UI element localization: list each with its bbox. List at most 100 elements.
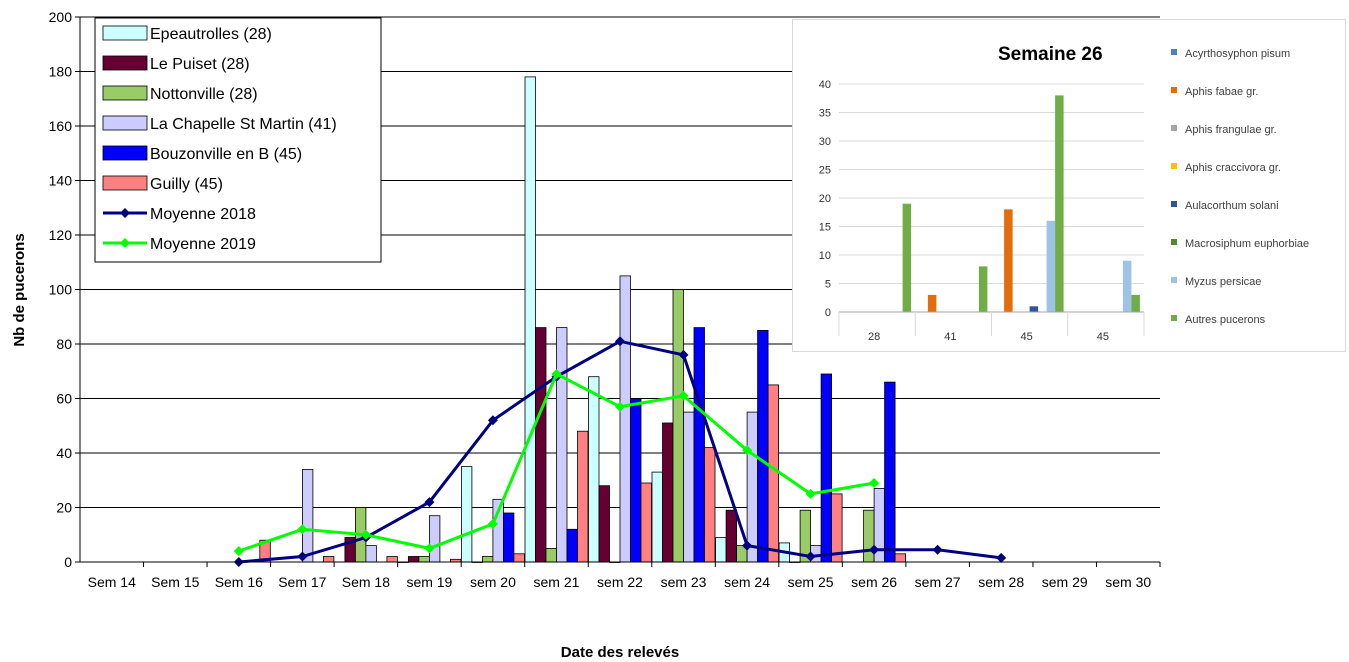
legend-box: [94, 17, 382, 263]
bar-epeautrolles-28: [460, 466, 473, 563]
inset-legend-swatch-aphis-frangulae-gr: [1171, 125, 1177, 131]
inset-axes: 0 5 10 15 20 25 30 35 40 28 41 45 45: [819, 79, 1145, 343]
bar-guilly-45: [767, 384, 779, 563]
legend-swatch-la-chapelle-st-martin-41: [102, 115, 148, 131]
point-moyenne-2018: [869, 544, 880, 555]
legend-label: Nottonville (28): [150, 86, 258, 103]
inset-y-tick-label: 15: [819, 222, 831, 234]
bar-bouzonville-en-b-45: [502, 512, 515, 563]
inset-legend-label: Aphis craccivora gr.: [1185, 162, 1281, 174]
x-tick-label: sem 25: [788, 574, 834, 590]
x-tick-label: Sem 17: [278, 574, 326, 590]
point-moyenne-2019: [424, 543, 435, 554]
bar-le-puiset-28: [662, 422, 674, 563]
bar-nottonville-28: [672, 289, 684, 563]
y-tick-label: 80: [56, 336, 72, 352]
inset-bar-autres-pucerons: [1055, 95, 1064, 313]
inset-legend-swatch-autres-pucerons: [1171, 315, 1177, 321]
bar-guilly-45: [322, 556, 335, 563]
bar-guilly-45: [894, 553, 906, 563]
inset-bar-myzus-persicae: [1046, 220, 1056, 312]
y-tick-label: 120: [49, 227, 73, 243]
x-tick-label: sem 23: [661, 574, 707, 590]
bar-la-chapelle-st-martin-41: [683, 411, 695, 563]
x-tick-label: sem 30: [1105, 574, 1151, 590]
inset-x-tick-label: 28: [868, 331, 880, 343]
bar-nottonville-28: [481, 556, 494, 563]
y-tick-label: 0: [64, 554, 72, 570]
inset-legend: Acyrthosyphon pisum Aphis fabae gr. Aphis …: [1171, 48, 1309, 326]
legend-label: Le Puiset (28): [150, 56, 250, 73]
inset-bar-aphis-fabae-gr: [1004, 209, 1013, 312]
inset-y-tick-label: 30: [819, 136, 831, 148]
x-tick-label: sem 21: [534, 574, 580, 590]
point-moyenne-2018: [678, 349, 689, 360]
inset-frame: [792, 19, 1346, 352]
legend-marker-moyenne-2019: [120, 238, 130, 248]
inset-bar-myzus-persicae: [1122, 260, 1132, 312]
y-tick-label: 100: [49, 282, 73, 298]
y-tick-label: 200: [49, 9, 73, 25]
point-moyenne-2019: [615, 401, 625, 412]
legend-label: Epeautrolles (28): [150, 26, 272, 43]
bar-guilly-45: [704, 447, 716, 563]
legend-swatch-nottonville-28: [102, 85, 148, 101]
y-tick-label: 160: [49, 118, 73, 134]
inset-legend-swatch-aphis-fabae-gr: [1171, 87, 1177, 93]
inset-legend-swatch-macrosiphum-euphorbiae: [1171, 239, 1177, 245]
point-moyenne-2019: [869, 478, 880, 488]
inset-x-tick-label: 45: [1021, 331, 1033, 343]
inset-y-tick-label: 20: [819, 193, 831, 205]
x-tick-label: Sem 16: [215, 574, 263, 590]
point-moyenne-2018: [424, 497, 435, 508]
point-moyenne-2018: [932, 544, 943, 555]
inset-y-tick-label: 0: [825, 307, 831, 319]
inset-legend-swatch-aulacorthum-solani: [1171, 201, 1177, 207]
inset-legend-swatch-acyrthosyphon-pisum: [1171, 49, 1177, 55]
main-lines: [233, 336, 1007, 567]
bar-le-puiset-28: [725, 509, 737, 563]
bar-le-puiset-28: [407, 556, 420, 563]
x-tick-label: sem 19: [406, 574, 452, 590]
bar-nottonville-28: [418, 556, 430, 563]
point-moyenne-2019: [360, 529, 371, 540]
inset-bar-autres-pucerons: [978, 266, 988, 312]
bar-epeautrolles-28: [524, 76, 536, 563]
legend-label: Guilly (45): [150, 176, 223, 193]
inset-legend-label: Aphis frangulae gr.: [1185, 124, 1277, 136]
point-moyenne-2018: [996, 552, 1007, 563]
bar-guilly-45: [831, 493, 843, 563]
bar-la-chapelle-st-martin-41: [428, 515, 441, 563]
inset-legend-label: Aulacorthum solani: [1185, 200, 1279, 212]
legend-label: La Chapelle St Martin (41): [150, 116, 337, 133]
y-tick-label: 40: [56, 445, 72, 461]
inset-x-tick-label: 45: [1097, 331, 1109, 343]
legend-label: Moyenne 2018: [150, 206, 256, 223]
bar-le-puiset-28: [598, 485, 610, 563]
main-bars: [259, 76, 906, 563]
bar-epeautrolles-28: [588, 376, 600, 563]
inset-y-tick-label: 35: [819, 108, 831, 120]
inset-legend-swatch-aphis-craccivora-gr: [1171, 163, 1177, 169]
bar-bouzonville-en-b-45: [566, 528, 578, 563]
legend-label: Bouzonville en B (45): [150, 146, 302, 163]
x-tick-label: Sem 15: [151, 574, 199, 590]
point-moyenne-2019: [805, 488, 816, 499]
bar-nottonville-28: [863, 509, 875, 563]
x-tick-label: Sem 14: [88, 574, 136, 590]
bar-la-chapelle-st-martin-41: [301, 468, 314, 563]
bar-guilly-45: [577, 430, 589, 563]
point-moyenne-2018: [615, 336, 625, 347]
point-moyenne-2018: [805, 551, 816, 562]
x-tick-label: sem 28: [978, 574, 1024, 590]
inset-legend-label: Macrosiphum euphorbiae: [1185, 238, 1309, 250]
inset-x-tick-label: 41: [944, 331, 956, 343]
point-moyenne-2018: [742, 540, 753, 551]
bar-la-chapelle-st-martin-41: [746, 411, 758, 563]
x-tick-label: sem 29: [1042, 574, 1088, 590]
inset-bars: [902, 95, 1140, 313]
bar-epeautrolles-28: [651, 471, 663, 563]
point-moyenne-2019: [551, 369, 562, 379]
